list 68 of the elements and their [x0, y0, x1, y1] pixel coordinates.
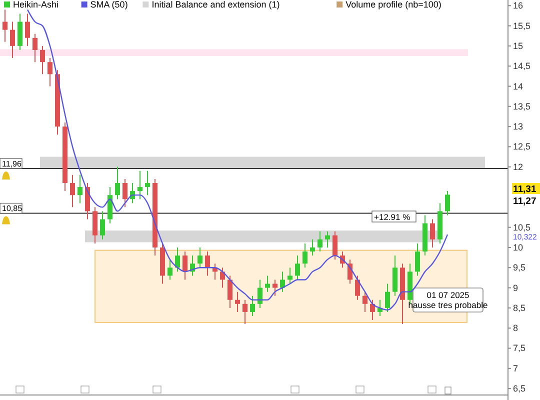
y-tick-label: 14,5: [513, 61, 531, 72]
candlestick: [10, 21, 15, 59]
candlestick: [48, 58, 52, 87]
candlestick: [332, 230, 338, 260]
y-tick-label: 9,5: [513, 262, 526, 273]
y-tick-label: 13: [513, 122, 524, 132]
y-tick-label: 9: [513, 282, 518, 293]
legend-label: Heikin-Ashi: [13, 0, 59, 10]
candlestick: [235, 291, 240, 312]
y-tick-label: 8,5: [513, 302, 526, 313]
ref-line-label: 10,85: [2, 204, 23, 214]
y-tick-label: 12,5: [513, 142, 531, 152]
candlestick: [40, 45, 45, 75]
y-tick-label: 13,5: [513, 101, 531, 112]
candlestick: [318, 230, 322, 252]
y-tick-label: 7: [513, 363, 518, 374]
candlestick: [415, 242, 420, 276]
candlestick: [310, 238, 315, 256]
y-tick-label: 12: [513, 162, 524, 172]
candlestick: [325, 230, 330, 248]
candlestick: [258, 279, 262, 308]
candlestick: [138, 170, 142, 200]
candlestick: [445, 190, 450, 216]
candlestick: [430, 218, 435, 248]
y-tick-label: 10: [513, 242, 524, 252]
candlestick: [385, 283, 390, 312]
annotation: Volume profile (nb=100): [346, 0, 442, 10]
candlestick: [145, 170, 150, 196]
y-tick-label: 15,5: [513, 20, 531, 31]
candlestick: [362, 291, 368, 312]
candlestick: [70, 174, 75, 208]
candlestick: [32, 33, 38, 63]
legend-label: Initial Balance and extension (1): [152, 0, 280, 10]
candlestick: [265, 275, 270, 292]
ref-line-label: 11,96: [2, 159, 22, 168]
y-tick-label: 7,5: [513, 343, 526, 354]
candlestick: [295, 255, 300, 280]
candlestick: [228, 275, 232, 308]
annotation: 01 07 2025 hausse tres probable: [408, 290, 488, 310]
annotation: +12.91 %: [374, 212, 411, 222]
candlestick: [122, 178, 128, 208]
text: 11,27: [513, 196, 536, 207]
candlestick: [2, 9, 8, 42]
y-tick-label: 6,5: [513, 384, 526, 394]
candlestick: [78, 174, 82, 204]
y-tick-label: 8: [513, 323, 518, 334]
candlestick: [25, 13, 30, 46]
candlestick: [168, 259, 172, 280]
candlestick: [115, 166, 120, 200]
legend-label: SMA (50): [90, 0, 128, 10]
candlestick: [182, 251, 188, 280]
candlestick: [205, 251, 210, 276]
candlestick: [280, 271, 285, 292]
candlestick: [288, 267, 292, 284]
candlestick: [302, 242, 308, 268]
candlestick: [272, 279, 278, 296]
candlestick: [198, 246, 202, 268]
candlestick: [100, 210, 105, 240]
candlestick: [355, 275, 360, 300]
candlestick: [175, 246, 180, 272]
candlestick: [370, 299, 375, 321]
candlestick: [242, 299, 248, 325]
y-tick-label: 15: [513, 40, 524, 51]
candlestick: [250, 295, 255, 316]
y-tick-label: 16: [513, 0, 524, 11]
text: 11,31: [513, 184, 537, 195]
y-tick-label: 14: [513, 81, 524, 92]
y-tick-label: 10,5: [513, 222, 531, 232]
